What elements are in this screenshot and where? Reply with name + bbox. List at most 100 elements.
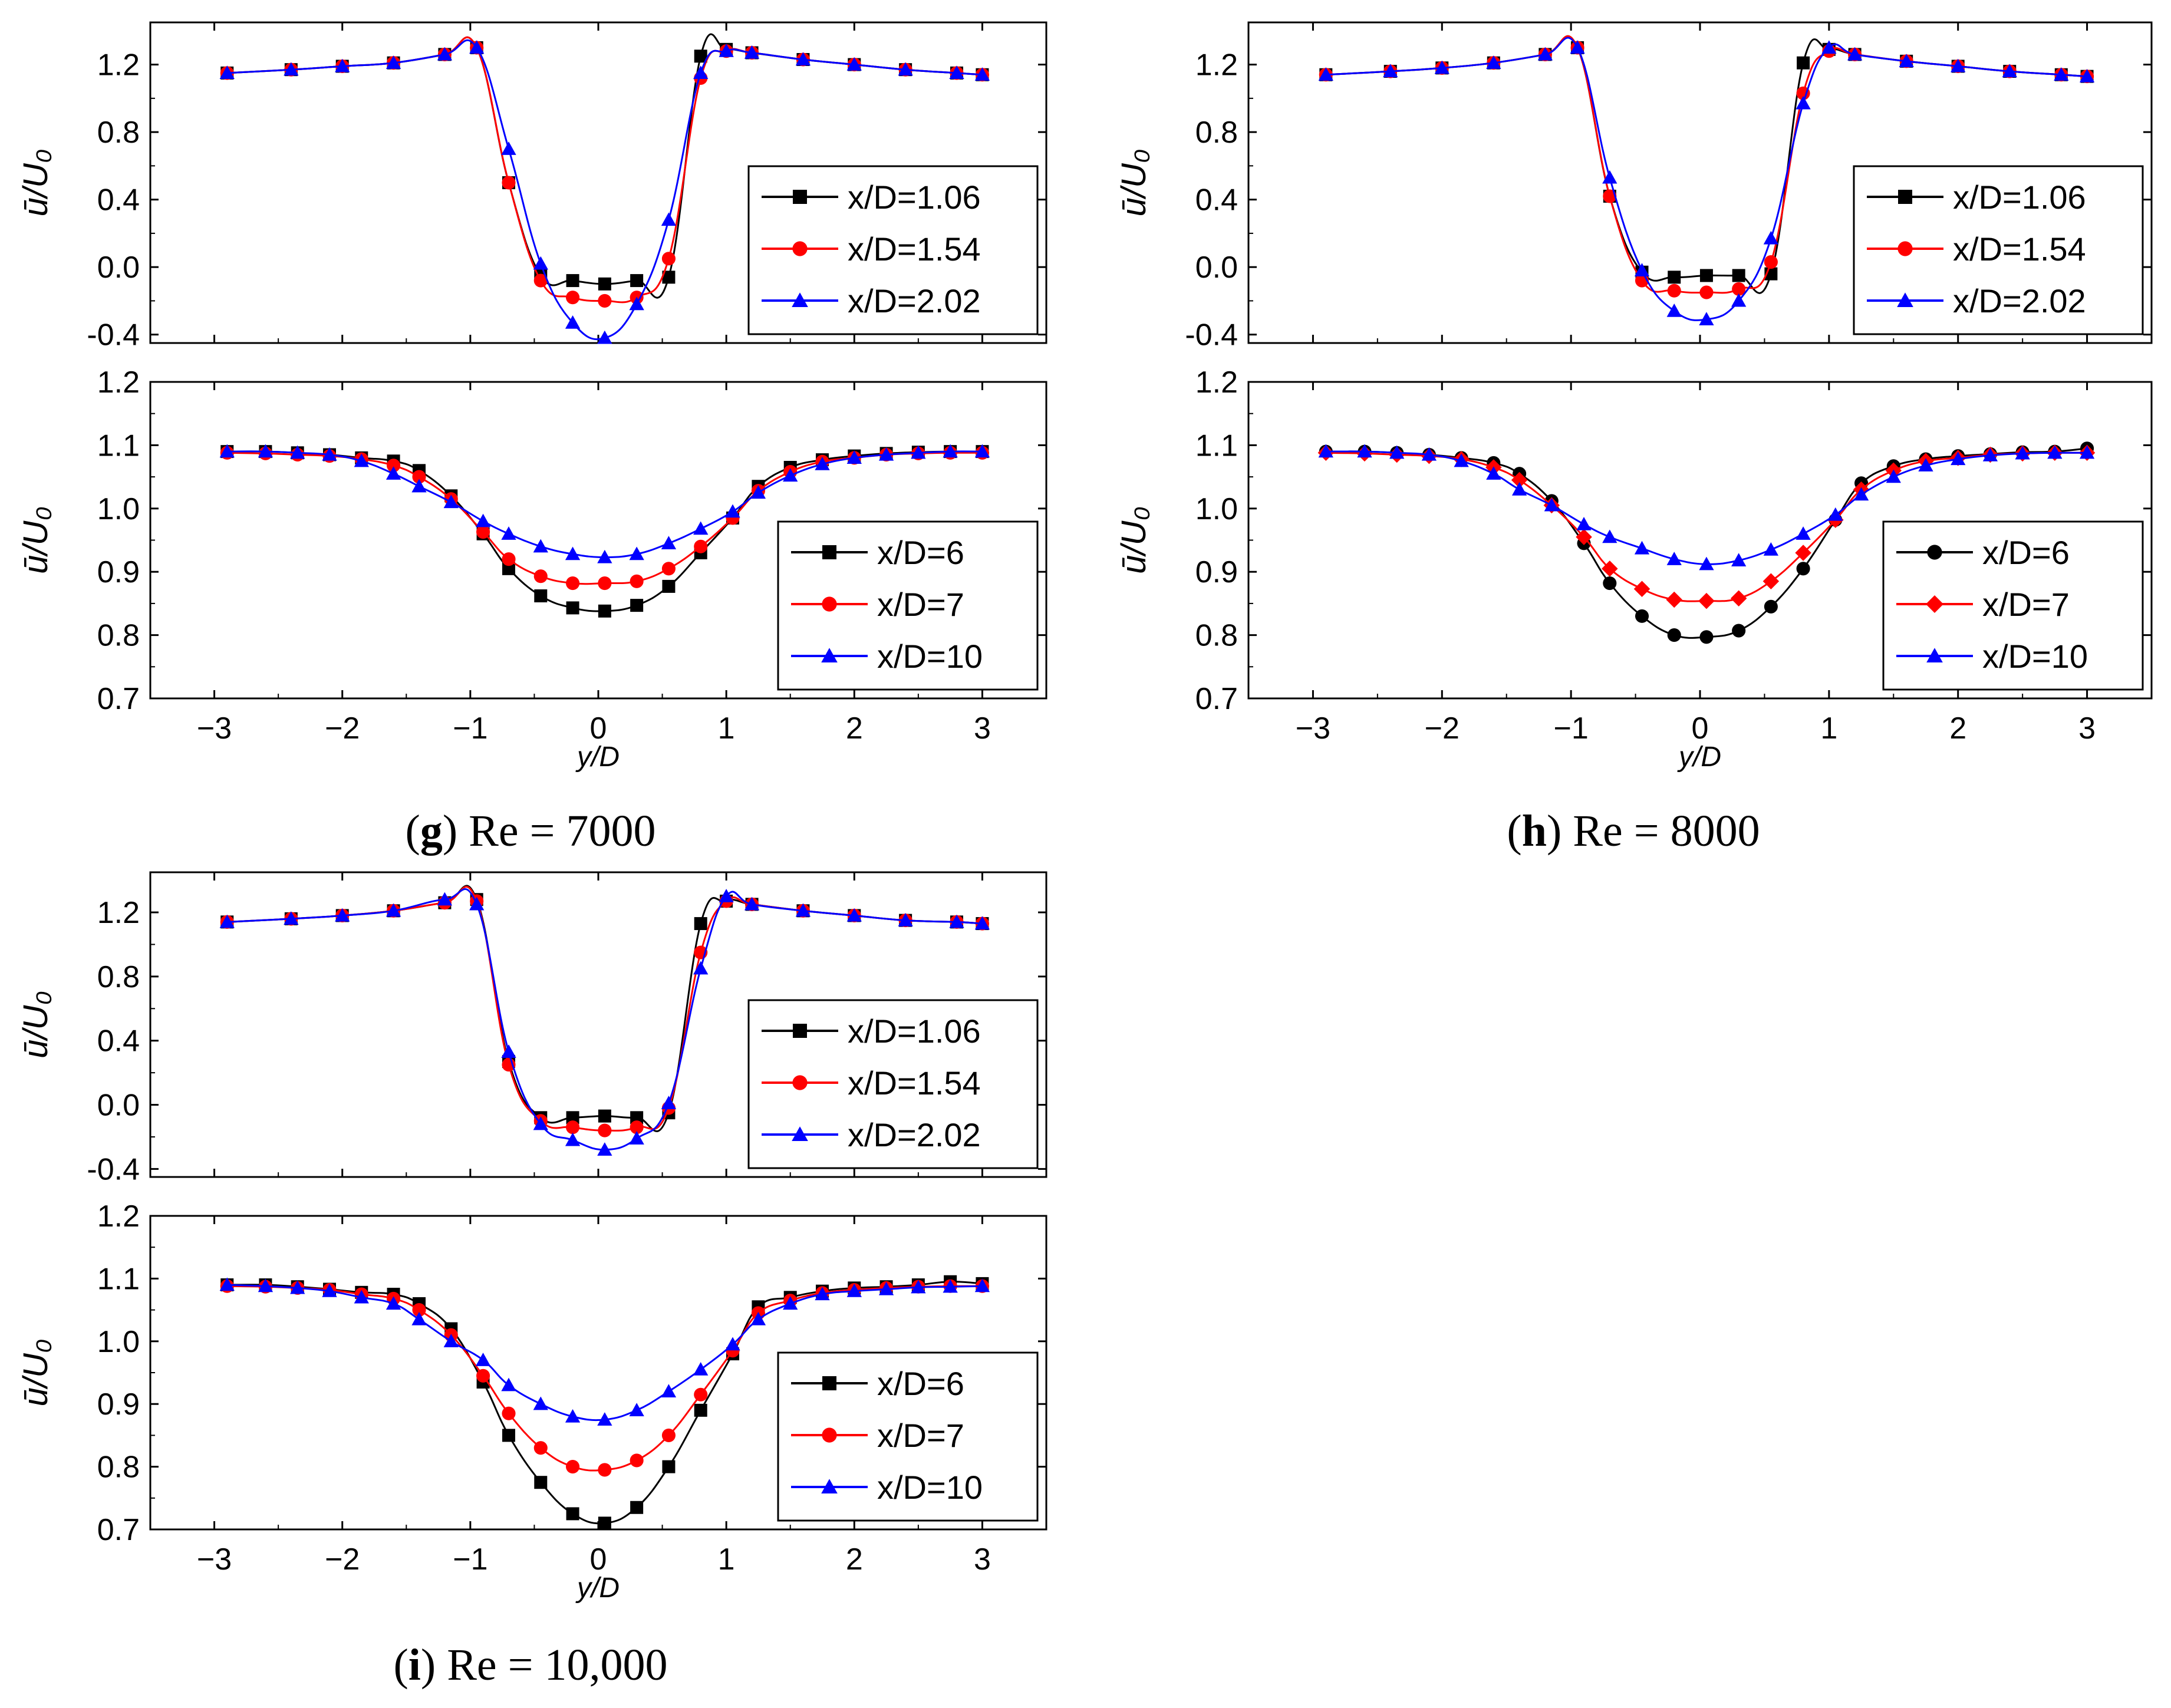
data-point bbox=[1699, 285, 1714, 299]
panel-g-caption-text: (g) Re = 7000 bbox=[406, 806, 656, 856]
data-point bbox=[629, 546, 644, 560]
x-tick-label: −1 bbox=[453, 711, 487, 746]
y-tick-label: 0.4 bbox=[1195, 183, 1238, 217]
data-point bbox=[1537, 47, 1553, 61]
legend-label: x/D=6 bbox=[877, 534, 964, 571]
data-point bbox=[533, 256, 548, 270]
data-point bbox=[1667, 628, 1681, 642]
series-x/D=2.02 bbox=[219, 888, 990, 1156]
data-point bbox=[661, 212, 677, 226]
data-point bbox=[1570, 40, 1585, 54]
data-point bbox=[566, 1460, 580, 1474]
series-line bbox=[227, 888, 983, 1151]
legend: x/D=1.06 x/D=1.54 x/D=2.02 bbox=[1853, 165, 2144, 335]
data-point bbox=[694, 50, 707, 63]
data-point bbox=[783, 1296, 798, 1310]
data-point bbox=[534, 1476, 548, 1489]
data-point bbox=[597, 549, 612, 563]
y-tick-label: 0.8 bbox=[97, 960, 140, 994]
data-point bbox=[1732, 269, 1745, 282]
data-point bbox=[501, 1377, 516, 1392]
data-point bbox=[1821, 40, 1837, 54]
data-point bbox=[475, 513, 491, 527]
legend-marker bbox=[821, 1479, 838, 1494]
data-point bbox=[1886, 469, 1901, 483]
data-point bbox=[1732, 282, 1746, 296]
legend-marker bbox=[1897, 241, 1913, 256]
data-point bbox=[1486, 466, 1501, 480]
data-point bbox=[443, 494, 459, 509]
x-tick-label: 3 bbox=[974, 1542, 991, 1577]
data-point bbox=[411, 1311, 427, 1325]
data-point bbox=[1731, 293, 1747, 307]
x-tick-label: 1 bbox=[718, 1542, 735, 1577]
data-point bbox=[1797, 56, 1810, 70]
legend-label: x/D=2.02 bbox=[1953, 282, 2086, 319]
data-point bbox=[475, 1353, 491, 1366]
legend-marker bbox=[1926, 648, 1943, 663]
data-point bbox=[566, 576, 580, 591]
legend: x/D=1.06 x/D=1.54 x/D=2.02 bbox=[747, 999, 1039, 1169]
data-point bbox=[661, 1428, 676, 1442]
data-point bbox=[219, 65, 235, 80]
legend-label: x/D=6 bbox=[1982, 534, 2070, 571]
data-point bbox=[1634, 540, 1650, 555]
legend-label: x/D=10 bbox=[877, 638, 983, 675]
y-tick-label: 1.0 bbox=[1195, 492, 1238, 526]
data-point bbox=[219, 914, 235, 928]
data-point bbox=[354, 1290, 369, 1304]
data-point bbox=[533, 1441, 548, 1455]
x-tick-label: 2 bbox=[846, 711, 863, 746]
data-point bbox=[354, 453, 369, 467]
data-point bbox=[1602, 529, 1617, 543]
data-point bbox=[565, 1409, 581, 1423]
data-point bbox=[1899, 54, 1914, 67]
series-x/D=2.02 bbox=[219, 39, 990, 344]
data-point bbox=[1828, 507, 1843, 521]
y-tick-label: 0.7 bbox=[97, 682, 140, 716]
data-point bbox=[1633, 581, 1651, 597]
data-point bbox=[566, 1507, 579, 1521]
data-point bbox=[629, 1131, 644, 1145]
data-point bbox=[598, 294, 612, 308]
y-axis-label: ū/U₀ bbox=[17, 149, 55, 217]
data-point bbox=[693, 65, 709, 80]
data-point bbox=[1699, 269, 1713, 282]
y-tick-label: 0.9 bbox=[97, 555, 140, 589]
data-point bbox=[750, 485, 766, 499]
legend-label: x/D=1.06 bbox=[848, 179, 981, 216]
legend-box bbox=[777, 1351, 1039, 1522]
x-tick-label: 3 bbox=[2078, 711, 2096, 746]
data-point bbox=[974, 67, 990, 81]
data-point bbox=[2054, 67, 2069, 81]
y-tick-label: 0.8 bbox=[97, 116, 140, 150]
data-point bbox=[1357, 444, 1372, 458]
data-point bbox=[1796, 95, 1811, 110]
data-point bbox=[846, 908, 862, 922]
y-tick-label: -0.4 bbox=[1185, 318, 1238, 352]
data-point bbox=[597, 330, 612, 344]
series-line bbox=[1326, 37, 2087, 321]
data-point bbox=[566, 601, 579, 615]
data-point bbox=[1635, 609, 1649, 623]
y-tick-label: 1.2 bbox=[1195, 48, 1238, 83]
y-tick-label: 1.2 bbox=[97, 48, 140, 83]
data-point bbox=[795, 903, 811, 917]
data-point bbox=[629, 296, 644, 311]
data-point bbox=[565, 546, 581, 560]
series-x/D=10 bbox=[219, 1277, 990, 1426]
legend-marker bbox=[822, 596, 837, 612]
data-point bbox=[412, 1303, 426, 1317]
caption-letter: h bbox=[1522, 806, 1547, 856]
data-point bbox=[411, 479, 427, 493]
data-point bbox=[974, 444, 990, 458]
panel-i-upper-axes: 1.20.80.40.0-0.4ū/U₀ x/D=1.06x/D=1.54x/D=… bbox=[17, 871, 1047, 1186]
data-point bbox=[661, 1384, 677, 1398]
x-tick-label: −3 bbox=[197, 711, 232, 746]
data-point bbox=[1666, 303, 1682, 317]
data-point bbox=[662, 579, 676, 593]
data-point bbox=[1763, 542, 1779, 556]
data-point bbox=[1486, 55, 1501, 69]
data-point bbox=[750, 1311, 766, 1325]
